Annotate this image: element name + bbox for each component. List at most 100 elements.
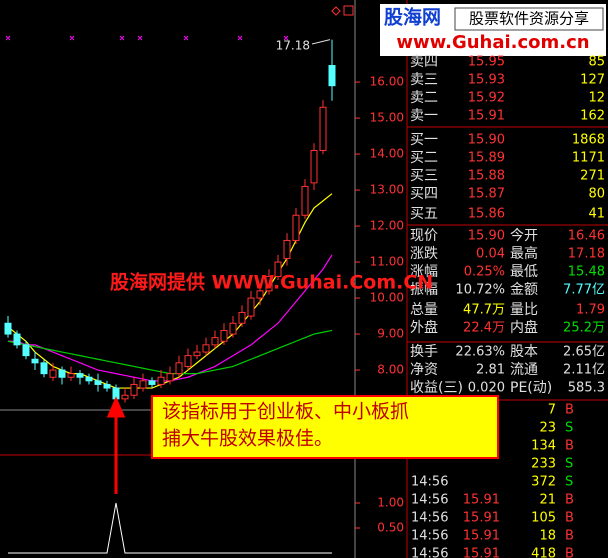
- quote-value: 585.3: [568, 381, 605, 396]
- watermark: 股海网提供 WWW.Guhai.Com.CN: [110, 271, 433, 294]
- url: www.Guhai.com.cn: [396, 32, 589, 53]
- candle-body: [319, 106, 327, 151]
- candle-body: [274, 261, 282, 277]
- book-volume: 41: [588, 207, 605, 222]
- quote-value: 0.04: [476, 247, 505, 262]
- trade-volume: 372: [531, 475, 556, 490]
- y-tick-label: 13.00: [370, 183, 404, 197]
- candle-body: [103, 383, 111, 389]
- quote-value: 2.65亿: [563, 345, 605, 360]
- trade-volume: 18: [539, 529, 556, 544]
- candle-body: [148, 380, 156, 385]
- trade-volume: 21: [539, 493, 556, 508]
- quote-value: 0.020: [468, 381, 505, 396]
- logo: 股海网: [384, 6, 441, 29]
- book-price: 15.93: [468, 73, 505, 88]
- candle-body: [4, 322, 12, 335]
- book-price: 15.86: [468, 207, 505, 222]
- trade-side: B: [565, 511, 574, 526]
- book-label: 卖一: [410, 108, 438, 124]
- book-price: 15.91: [468, 109, 505, 124]
- trade-time: 14:56: [411, 511, 448, 526]
- slogan: 股票软件资源分享: [469, 10, 589, 28]
- quote-label: 收益(三): [410, 380, 463, 396]
- quote-value: 25.2万: [563, 321, 605, 336]
- candle-body: [157, 376, 165, 385]
- trade-price: 15.91: [463, 511, 500, 526]
- icon-box[interactable]: [343, 5, 354, 16]
- candle-body: [85, 376, 93, 382]
- quote-value: 1.79: [576, 303, 605, 318]
- candle-body: [40, 362, 48, 375]
- candle-body: [130, 383, 138, 396]
- candle-body: [220, 329, 228, 342]
- trade-volume: 134: [531, 439, 556, 454]
- trade-time: 14:56: [411, 529, 448, 544]
- quote-value: 22.4万: [463, 321, 505, 336]
- quote-value: 22.63%: [455, 345, 505, 360]
- quote-value: 2.11亿: [563, 363, 605, 378]
- quote-label: 最低: [510, 264, 538, 280]
- y-tick-label: 14.00: [370, 147, 404, 161]
- trade-volume: 418: [531, 547, 556, 558]
- arrow: [106, 396, 126, 494]
- candle-body: [292, 214, 300, 241]
- callout-text: 捕大牛股效果极佳。: [162, 428, 333, 450]
- quote-label: 涨跌: [410, 246, 438, 262]
- book-label: 卖二: [410, 90, 438, 106]
- book-label: 买五: [410, 206, 438, 222]
- quote-value: 47.7万: [463, 303, 505, 318]
- quote-value: 2.81: [476, 363, 505, 378]
- quote-label: PE(动): [510, 380, 552, 396]
- trade-side: B: [565, 493, 574, 508]
- icon-diamond[interactable]: [331, 6, 341, 16]
- candle-body: [13, 333, 21, 346]
- trade-side: B: [565, 529, 574, 544]
- trade-time: 14:56: [411, 547, 448, 558]
- candle-body: [184, 355, 192, 367]
- candle-body: [310, 149, 318, 184]
- book-volume: 85: [588, 55, 605, 70]
- book-price: 15.92: [468, 91, 505, 106]
- decor: [5, 35, 289, 41]
- trade-side: B: [565, 403, 574, 418]
- candle-body: [301, 185, 309, 216]
- book-price: 15.88: [468, 169, 505, 184]
- trade-volume: 7: [548, 403, 556, 418]
- y-tick-label: 10.00: [370, 291, 404, 305]
- candle-body: [229, 322, 237, 335]
- trade-side: S: [565, 475, 573, 490]
- candle-body: [76, 373, 84, 378]
- book-label: 卖三: [410, 72, 438, 88]
- quote-label: 现价: [410, 228, 438, 244]
- callout-text: 该指标用于创业板、中小板抓: [162, 401, 409, 423]
- quote-label: 金额: [510, 282, 538, 298]
- candle-body: [58, 369, 66, 378]
- trade-volume: 233: [531, 457, 556, 472]
- book-volume: 12: [588, 91, 605, 106]
- quote-label: 内盘: [510, 319, 538, 336]
- quote-label: 外盘: [410, 319, 438, 336]
- book-price: 15.95: [468, 55, 505, 70]
- book-label: 买四: [410, 186, 438, 202]
- candle-body: [31, 358, 39, 364]
- quote-label: 振幅: [410, 282, 438, 298]
- book-volume: 1171: [572, 151, 605, 166]
- book-volume: 1868: [572, 133, 605, 148]
- trade-side: B: [565, 547, 574, 558]
- book-volume: 271: [580, 169, 605, 184]
- candle-body: [283, 239, 291, 259]
- candle-body: [238, 311, 246, 324]
- trade-volume: 105: [531, 511, 556, 526]
- y-tick-label: 15.00: [370, 111, 404, 125]
- y-tick-label: 9.00: [377, 327, 404, 341]
- y-tick-label: 1.00: [377, 496, 404, 510]
- book-label: 买二: [410, 150, 438, 166]
- candle-body: [265, 275, 273, 292]
- high-pointer: [311, 39, 331, 45]
- trade-side: B: [565, 439, 574, 454]
- candle-body: [211, 337, 219, 346]
- book-price: 15.87: [468, 187, 505, 202]
